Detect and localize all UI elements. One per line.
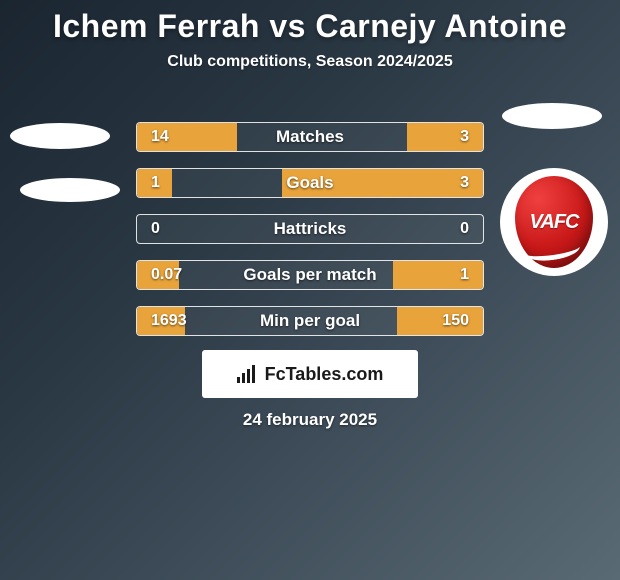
value-right: 0 <box>413 220 483 238</box>
value-left: 14 <box>137 128 207 146</box>
player2-avatar-placeholder <box>502 103 602 129</box>
value-right: 150 <box>413 312 483 330</box>
player1-club-crest-placeholder <box>20 178 120 202</box>
value-left: 1 <box>137 174 207 192</box>
value-left: 1693 <box>137 312 207 330</box>
crest-swoosh-icon <box>524 236 581 263</box>
value-right: 1 <box>413 266 483 284</box>
value-left: 0 <box>137 220 207 238</box>
stat-row-min-per-goal: 1693 Min per goal 150 <box>136 306 484 336</box>
stat-row-goals: 1 Goals 3 <box>136 168 484 198</box>
value-left: 0.07 <box>137 266 207 284</box>
stat-row-hattricks: 0 Hattricks 0 <box>136 214 484 244</box>
bar-chart-icon <box>237 365 259 383</box>
stat-label: Min per goal <box>207 311 413 331</box>
crest-label: VAFC <box>530 211 579 234</box>
stat-row-goals-per-match: 0.07 Goals per match 1 <box>136 260 484 290</box>
brand-badge: FcTables.com <box>202 350 418 398</box>
stat-label: Goals <box>207 173 413 193</box>
stat-label: Hattricks <box>207 219 413 239</box>
page-title: Ichem Ferrah vs Carnejy Antoine <box>0 0 620 45</box>
stat-row-matches: 14 Matches 3 <box>136 122 484 152</box>
value-right: 3 <box>413 174 483 192</box>
player1-avatar-placeholder <box>10 123 110 149</box>
brand-text: FcTables.com <box>265 364 384 385</box>
subtitle: Club competitions, Season 2024/2025 <box>0 53 620 71</box>
stat-label: Goals per match <box>207 265 413 285</box>
value-right: 3 <box>413 128 483 146</box>
stats-table: 14 Matches 3 1 Goals 3 0 Hattricks 0 0.0… <box>136 122 484 352</box>
stat-label: Matches <box>207 127 413 147</box>
player2-club-crest: VAFC <box>500 168 608 276</box>
vafc-shield: VAFC <box>515 176 593 268</box>
snapshot-date: 24 february 2025 <box>0 410 620 430</box>
